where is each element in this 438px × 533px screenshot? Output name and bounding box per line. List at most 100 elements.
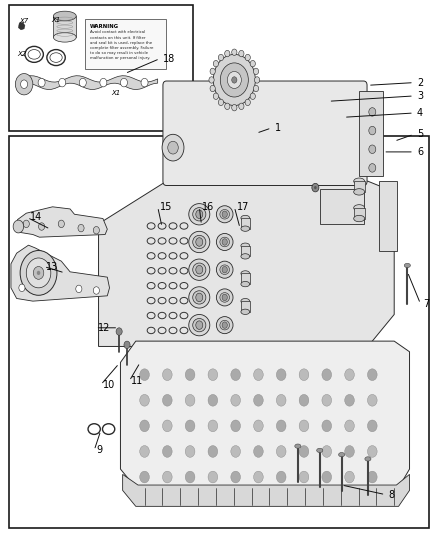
Circle shape	[162, 446, 172, 457]
Text: 16: 16	[202, 202, 214, 212]
Text: X7: X7	[20, 18, 29, 25]
Circle shape	[239, 51, 244, 57]
Ellipse shape	[50, 53, 62, 62]
Text: 11: 11	[131, 376, 144, 386]
Circle shape	[93, 227, 99, 234]
Circle shape	[15, 74, 33, 95]
Circle shape	[322, 369, 332, 381]
Ellipse shape	[241, 298, 250, 304]
Ellipse shape	[241, 243, 250, 248]
Text: 13: 13	[46, 262, 59, 271]
Circle shape	[250, 93, 255, 100]
Circle shape	[239, 103, 244, 109]
Bar	[241, 301, 250, 312]
Ellipse shape	[189, 204, 210, 225]
Polygon shape	[20, 76, 158, 90]
Ellipse shape	[220, 293, 230, 302]
Circle shape	[37, 271, 40, 275]
Circle shape	[232, 49, 237, 55]
Circle shape	[140, 471, 149, 483]
Bar	[354, 208, 365, 219]
Polygon shape	[123, 474, 410, 506]
Circle shape	[276, 471, 286, 483]
Circle shape	[369, 108, 376, 116]
Circle shape	[140, 369, 149, 381]
Circle shape	[196, 265, 203, 274]
Circle shape	[20, 251, 57, 295]
Circle shape	[369, 145, 376, 154]
Circle shape	[210, 85, 215, 92]
Circle shape	[345, 446, 354, 457]
Ellipse shape	[193, 291, 206, 304]
Ellipse shape	[339, 453, 345, 457]
Circle shape	[124, 341, 130, 349]
Circle shape	[222, 294, 227, 301]
Ellipse shape	[25, 46, 43, 62]
Circle shape	[218, 54, 223, 61]
Circle shape	[213, 54, 255, 106]
Circle shape	[299, 394, 309, 406]
Bar	[53, 16, 76, 37]
Ellipse shape	[365, 457, 371, 461]
Circle shape	[220, 63, 248, 97]
Text: 7: 7	[423, 299, 429, 309]
Circle shape	[213, 60, 219, 67]
Circle shape	[23, 220, 29, 228]
Circle shape	[322, 420, 332, 432]
Circle shape	[254, 369, 263, 381]
Circle shape	[222, 239, 227, 245]
Circle shape	[367, 420, 377, 432]
Text: 12: 12	[98, 323, 110, 333]
Ellipse shape	[317, 448, 323, 453]
Circle shape	[276, 369, 286, 381]
Text: 4: 4	[417, 108, 423, 118]
Text: 9: 9	[96, 446, 102, 455]
FancyBboxPatch shape	[163, 81, 367, 185]
Ellipse shape	[353, 189, 364, 195]
Ellipse shape	[220, 209, 230, 219]
Circle shape	[314, 186, 317, 189]
Circle shape	[185, 420, 195, 432]
Circle shape	[231, 394, 240, 406]
Text: X2: X2	[18, 51, 27, 58]
Ellipse shape	[189, 231, 210, 253]
Circle shape	[208, 471, 218, 483]
Circle shape	[19, 284, 25, 292]
Bar	[241, 218, 250, 229]
Circle shape	[141, 78, 148, 87]
Circle shape	[250, 60, 255, 67]
Circle shape	[39, 223, 45, 230]
Circle shape	[231, 369, 240, 381]
Text: 17: 17	[237, 202, 249, 212]
Bar	[85, 19, 166, 69]
Ellipse shape	[241, 271, 250, 276]
Circle shape	[369, 164, 376, 172]
Circle shape	[245, 99, 251, 106]
Circle shape	[276, 446, 286, 457]
Text: 6: 6	[417, 147, 423, 157]
Circle shape	[13, 220, 24, 233]
Bar	[359, 91, 383, 176]
Bar	[241, 273, 250, 284]
Circle shape	[367, 471, 377, 483]
Circle shape	[140, 394, 149, 406]
Circle shape	[162, 134, 184, 161]
Circle shape	[345, 420, 354, 432]
Ellipse shape	[241, 281, 250, 287]
Text: 8: 8	[389, 490, 395, 499]
Bar	[171, 114, 359, 128]
Circle shape	[369, 126, 376, 135]
Circle shape	[222, 266, 227, 273]
Circle shape	[58, 220, 64, 228]
Ellipse shape	[88, 424, 100, 434]
Circle shape	[78, 224, 84, 232]
Circle shape	[168, 141, 178, 154]
Bar	[320, 189, 364, 224]
Circle shape	[208, 369, 218, 381]
Bar	[354, 181, 365, 192]
Circle shape	[227, 71, 241, 88]
Ellipse shape	[241, 215, 250, 221]
Polygon shape	[99, 181, 394, 346]
Circle shape	[254, 77, 260, 83]
Text: 1: 1	[275, 123, 281, 133]
